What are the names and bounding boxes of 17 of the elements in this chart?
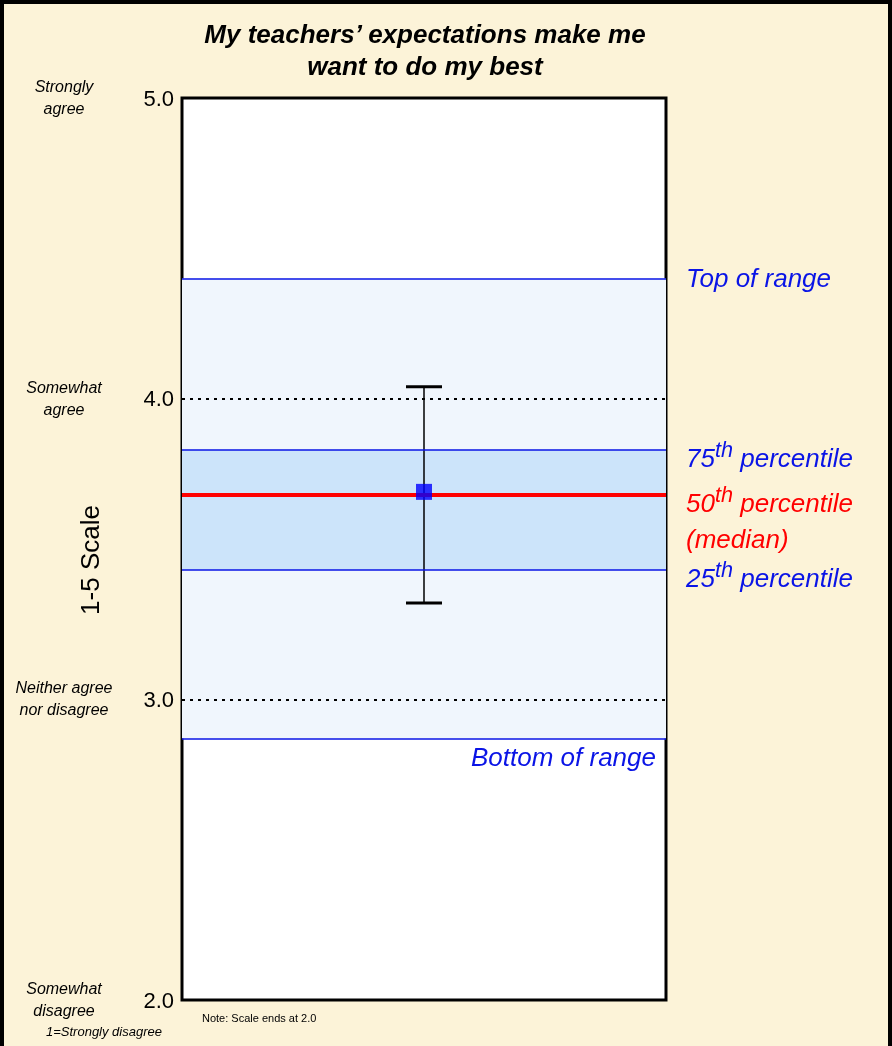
ref-line-label: Top of range <box>686 262 833 296</box>
ref-line-label: Bottom of range <box>470 741 656 775</box>
y-tick-label: 5.0 <box>143 85 174 111</box>
ref-line-label: 25$^{th}$ percentile <box>686 556 854 595</box>
y-tick-label: 4.0 <box>143 386 174 412</box>
text: Somewhat agree <box>25 377 103 420</box>
ref-line-label: 50$^{th}$ percentile (median) <box>686 480 854 556</box>
text: Neither agree nor disagree <box>14 678 114 721</box>
text: Note: Scale ends at 2.0 <box>202 1012 317 1024</box>
ref-line-label: 75$^{th}$ percentile <box>686 435 854 475</box>
chart-title: My teachers’ expectations make me want to do my best <box>203 18 647 82</box>
y-axis-title: 1-5 Scale <box>74 505 106 615</box>
text: Somewhat disagree <box>25 979 103 1021</box>
text: Strongly agree <box>33 77 95 119</box>
y-tick-label: 3.0 <box>143 686 174 712</box>
y-tick-label: 2.0 <box>143 987 174 1013</box>
text: 1=Strongly disagree <box>46 1024 162 1039</box>
